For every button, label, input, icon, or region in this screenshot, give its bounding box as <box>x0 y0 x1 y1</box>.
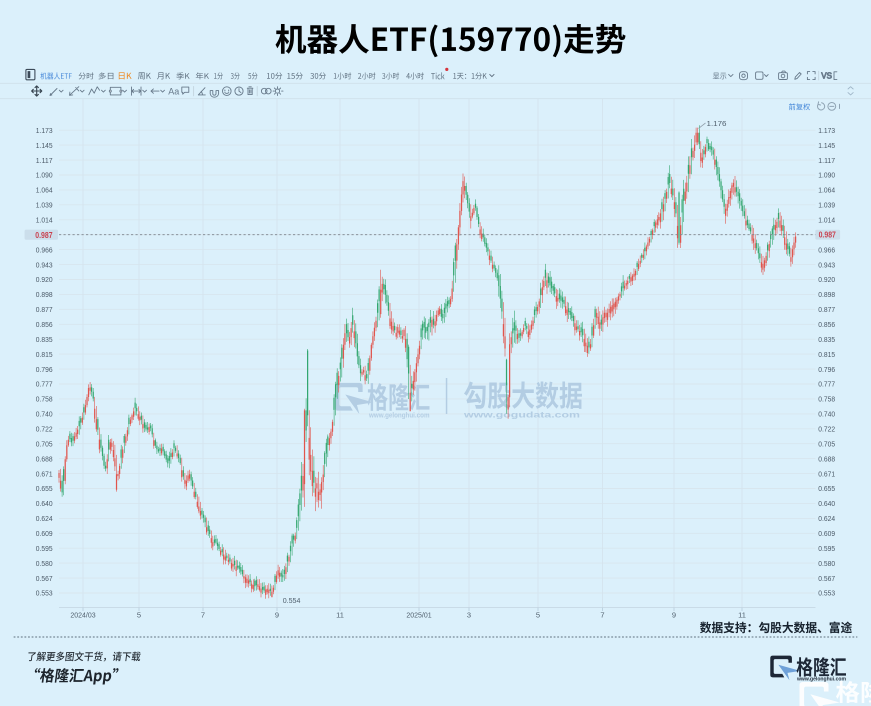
svg-text:0.640: 0.640 <box>818 499 835 508</box>
svg-text:0.624: 0.624 <box>818 514 835 523</box>
svg-text:0.567: 0.567 <box>818 574 835 583</box>
svg-text:0.705: 0.705 <box>818 439 835 448</box>
svg-text:1.014: 1.014 <box>818 216 835 225</box>
svg-text:1.090: 1.090 <box>818 171 835 180</box>
svg-text:0.567: 0.567 <box>36 574 53 583</box>
svg-text:0.796: 0.796 <box>818 365 835 374</box>
svg-text:0.835: 0.835 <box>36 335 53 344</box>
svg-text:1.064: 1.064 <box>36 186 53 195</box>
svg-text:1.176: 1.176 <box>707 119 727 128</box>
svg-text:0.655: 0.655 <box>818 484 835 493</box>
svg-text:0.688: 0.688 <box>818 454 835 463</box>
svg-text:0.987: 0.987 <box>819 231 837 240</box>
svg-text:www.gelonghui.com: www.gelonghui.com <box>796 677 847 683</box>
svg-text:2025/01: 2025/01 <box>406 610 431 619</box>
svg-text:0.722: 0.722 <box>36 425 53 434</box>
svg-text:0.595: 0.595 <box>36 544 53 553</box>
svg-text:0.655: 0.655 <box>36 484 53 493</box>
svg-text:1.117: 1.117 <box>818 156 835 165</box>
svg-text:0.553: 0.553 <box>818 589 835 598</box>
svg-text:0.553: 0.553 <box>36 589 53 598</box>
svg-text:0.758: 0.758 <box>818 395 835 404</box>
svg-text:1.145: 1.145 <box>818 141 835 150</box>
svg-text:0.609: 0.609 <box>36 529 53 538</box>
svg-text:0.758: 0.758 <box>36 395 53 404</box>
svg-text:3: 3 <box>467 610 471 619</box>
svg-text:0.877: 0.877 <box>36 305 53 314</box>
svg-text:0.580: 0.580 <box>818 559 835 568</box>
svg-text:7: 7 <box>600 610 604 619</box>
svg-text:0.609: 0.609 <box>818 529 835 538</box>
svg-text:Aa: Aa <box>168 87 179 97</box>
svg-text:0.595: 0.595 <box>818 544 835 553</box>
svg-text:0.740: 0.740 <box>818 410 835 419</box>
svg-text:0.920: 0.920 <box>818 275 835 284</box>
svg-text:2024/03: 2024/03 <box>70 610 95 619</box>
svg-text:www.gelonghui.com: www.gelonghui.com <box>368 413 429 420</box>
svg-text:0.815: 0.815 <box>818 350 835 359</box>
svg-text:7: 7 <box>201 610 205 619</box>
svg-text:0.966: 0.966 <box>36 245 53 254</box>
svg-text:0.671: 0.671 <box>818 469 835 478</box>
svg-text:1.173: 1.173 <box>818 126 835 135</box>
svg-text:11: 11 <box>336 610 344 619</box>
svg-text:0.740: 0.740 <box>36 410 53 419</box>
svg-text:1.145: 1.145 <box>36 141 53 150</box>
svg-text:0.856: 0.856 <box>818 320 835 329</box>
svg-text:0.705: 0.705 <box>36 439 53 448</box>
svg-text:0.777: 0.777 <box>818 380 835 389</box>
svg-text:0.835: 0.835 <box>818 335 835 344</box>
svg-text:1.090: 1.090 <box>36 171 53 180</box>
svg-text:0.898: 0.898 <box>818 290 835 299</box>
svg-text:0.796: 0.796 <box>36 365 53 374</box>
svg-text:0.966: 0.966 <box>818 245 835 254</box>
svg-text:0.943: 0.943 <box>818 260 835 269</box>
svg-text:1.173: 1.173 <box>36 126 53 135</box>
svg-text:0.856: 0.856 <box>36 320 53 329</box>
svg-text:1.039: 1.039 <box>818 201 835 210</box>
svg-text:0.815: 0.815 <box>36 350 53 359</box>
svg-text:0.580: 0.580 <box>36 559 53 568</box>
svg-text:0.640: 0.640 <box>36 499 53 508</box>
svg-text:1.117: 1.117 <box>36 156 53 165</box>
svg-text:0.987: 0.987 <box>35 231 53 240</box>
svg-text:1.014: 1.014 <box>36 216 53 225</box>
svg-text:0.722: 0.722 <box>818 425 835 434</box>
svg-text:5: 5 <box>536 610 540 619</box>
svg-text:0.943: 0.943 <box>36 260 53 269</box>
svg-text:11: 11 <box>738 610 746 619</box>
svg-text:0.777: 0.777 <box>36 380 53 389</box>
svg-text:0.624: 0.624 <box>36 514 53 523</box>
svg-text:0.688: 0.688 <box>36 454 53 463</box>
svg-text:0.554: 0.554 <box>283 596 301 605</box>
svg-text:1.064: 1.064 <box>818 186 835 195</box>
svg-text:VS: VS <box>821 72 832 81</box>
svg-text:9: 9 <box>275 610 279 619</box>
svg-text:0.898: 0.898 <box>36 290 53 299</box>
svg-text:5: 5 <box>137 610 141 619</box>
svg-text:0.877: 0.877 <box>818 305 835 314</box>
svg-text:www.gogudata.com: www.gogudata.com <box>463 410 581 420</box>
svg-text:0.920: 0.920 <box>36 275 53 284</box>
svg-text:9: 9 <box>672 610 676 619</box>
svg-text:1.039: 1.039 <box>36 201 53 210</box>
svg-text:0.671: 0.671 <box>36 469 53 478</box>
